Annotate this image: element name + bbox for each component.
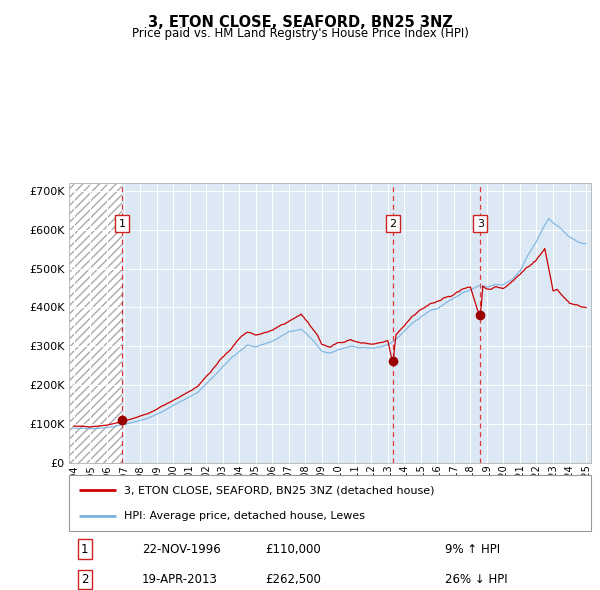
Text: 1: 1 bbox=[81, 543, 88, 556]
Bar bbox=[69, 183, 122, 463]
Text: HPI: Average price, detached house, Lewes: HPI: Average price, detached house, Lewe… bbox=[124, 511, 365, 521]
Text: £262,500: £262,500 bbox=[266, 573, 322, 586]
Text: 22-NOV-1996: 22-NOV-1996 bbox=[142, 543, 221, 556]
Bar bbox=[69, 183, 122, 463]
Text: 2: 2 bbox=[389, 218, 397, 228]
Text: 19-APR-2013: 19-APR-2013 bbox=[142, 573, 218, 586]
Text: 3, ETON CLOSE, SEAFORD, BN25 3NZ: 3, ETON CLOSE, SEAFORD, BN25 3NZ bbox=[148, 15, 452, 30]
Text: Price paid vs. HM Land Registry's House Price Index (HPI): Price paid vs. HM Land Registry's House … bbox=[131, 27, 469, 40]
Text: £110,000: £110,000 bbox=[266, 543, 322, 556]
Text: 2: 2 bbox=[81, 573, 88, 586]
Text: 9% ↑ HPI: 9% ↑ HPI bbox=[445, 543, 500, 556]
Text: 26% ↓ HPI: 26% ↓ HPI bbox=[445, 573, 508, 586]
Text: 1: 1 bbox=[118, 218, 125, 228]
FancyBboxPatch shape bbox=[69, 475, 591, 531]
Text: 3, ETON CLOSE, SEAFORD, BN25 3NZ (detached house): 3, ETON CLOSE, SEAFORD, BN25 3NZ (detach… bbox=[124, 485, 434, 495]
Text: 3: 3 bbox=[477, 218, 484, 228]
